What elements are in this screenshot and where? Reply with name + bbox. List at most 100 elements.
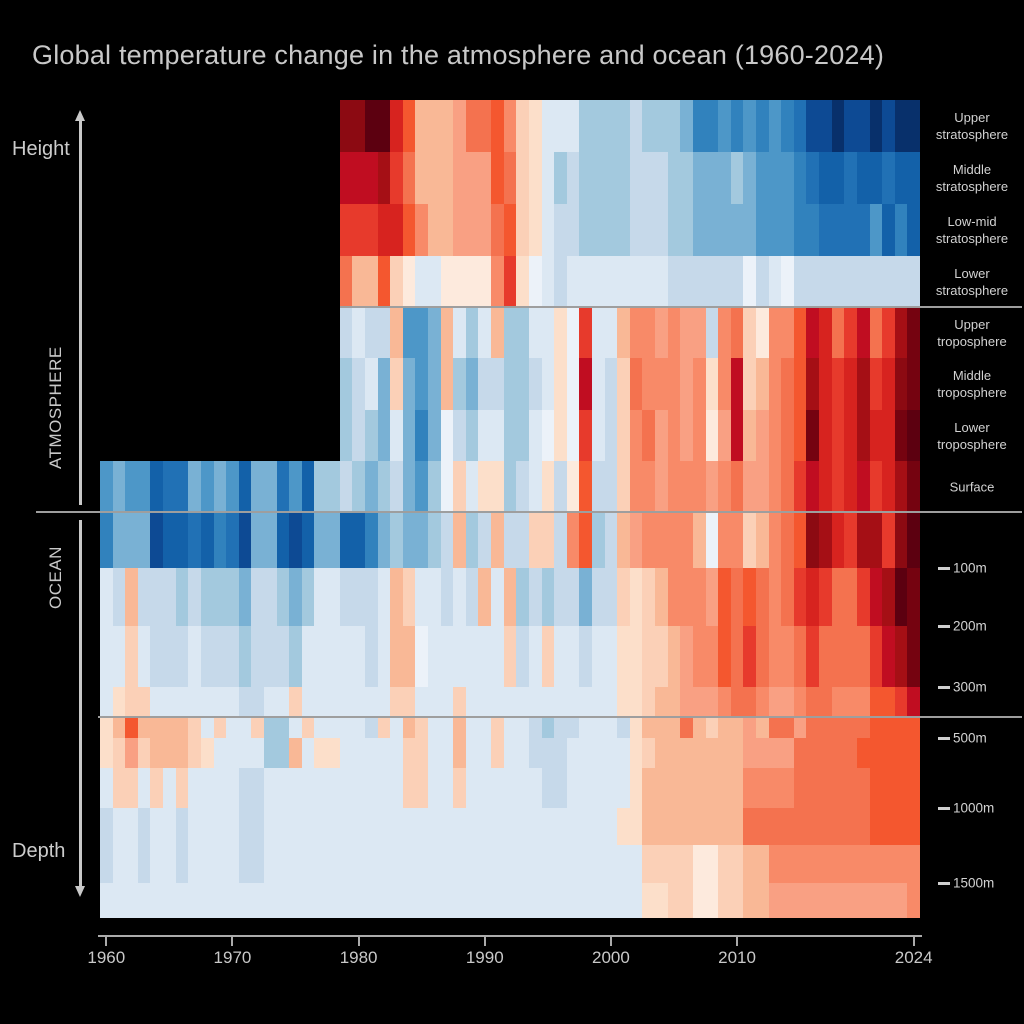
- heatmap-cell: [642, 100, 655, 152]
- heatmap-cell: [201, 808, 214, 845]
- heatmap-cell: [832, 410, 844, 461]
- heatmap-cell: [529, 717, 542, 738]
- heatmap-cell: [251, 808, 264, 845]
- heatmap-cell: [781, 883, 794, 918]
- heatmap-cell: [642, 687, 655, 717]
- heatmap-cell: [706, 461, 718, 512]
- heatmap-cell: [214, 883, 226, 918]
- heatmap-cell: [870, 410, 882, 461]
- heatmap-cell: [516, 687, 529, 717]
- heatmap-cell: [390, 568, 403, 626]
- heatmap-cell: [844, 256, 857, 307]
- heatmap-cell: [453, 410, 466, 461]
- heatmap-cell: [579, 568, 592, 626]
- heatmap-cell: [113, 512, 125, 568]
- heatmap-cell: [630, 738, 642, 768]
- heatmap-cell: [453, 358, 466, 410]
- heatmap-cell: [706, 738, 718, 768]
- heatmap-cell: [138, 738, 150, 768]
- heatmap-cell: [138, 845, 150, 883]
- heatmap-cell: [756, 883, 769, 918]
- heatmap-cell: [857, 717, 870, 738]
- heatmap-cell: [907, 256, 920, 307]
- heatmap-cell: [302, 768, 314, 808]
- heatmap-cell: [794, 687, 806, 717]
- heatmap-cell: [529, 626, 542, 687]
- heatmap-cell: [870, 568, 882, 626]
- heatmap-cell: [579, 410, 592, 461]
- heatmap-cell: [706, 808, 718, 845]
- heatmap-cell: [125, 568, 138, 626]
- heatmap-cell: [680, 883, 693, 918]
- heatmap-cell: [150, 808, 163, 845]
- heatmap-cell: [403, 410, 415, 461]
- heatmap-cell: [390, 845, 403, 883]
- heatmap-cell: [554, 808, 567, 845]
- heatmap-cell: [390, 808, 403, 845]
- heatmap-cell: [769, 512, 781, 568]
- heatmap-cell: [163, 626, 176, 687]
- heatmap-cell: [201, 461, 214, 512]
- heatmap-cell: [529, 410, 542, 461]
- heatmap-cell: [251, 626, 264, 687]
- heatmap-cell: [895, 687, 907, 717]
- heatmap-cell: [428, 768, 441, 808]
- heatmap-cell: [617, 626, 630, 687]
- heatmap-cell: [718, 717, 731, 738]
- heatmap-cell: [567, 410, 579, 461]
- divider-line: [36, 511, 1022, 513]
- heatmap-cell: [365, 512, 378, 568]
- heatmap-cell: [857, 687, 870, 717]
- heatmap-cell: [718, 410, 731, 461]
- heatmap-cell: [870, 358, 882, 410]
- heatmap-cell: [100, 626, 113, 687]
- heatmap-cell: [352, 100, 365, 152]
- heatmap-cell: [870, 626, 882, 687]
- heatmap-cell: [579, 845, 592, 883]
- heatmap-cell: [844, 845, 857, 883]
- heatmap-cell: [340, 307, 352, 358]
- heatmap-cell: [907, 204, 920, 256]
- heatmap-cell: [680, 100, 693, 152]
- heatmap-cell: [352, 883, 365, 918]
- heatmap-cell: [125, 461, 138, 512]
- heatmap-cell: [554, 687, 567, 717]
- heatmap-cell: [844, 512, 857, 568]
- heatmap-cell: [365, 717, 378, 738]
- heatmap-cell: [605, 808, 617, 845]
- heatmap-cell: [542, 626, 554, 687]
- heatmap-cell: [819, 358, 832, 410]
- heatmap-cell: [907, 100, 920, 152]
- heatmap-cell: [756, 410, 769, 461]
- heatmap-cell: [441, 626, 453, 687]
- heatmap-cell: [352, 717, 365, 738]
- heatmap-cell: [352, 768, 365, 808]
- heatmap-cell: [605, 717, 617, 738]
- x-tick-label: 1970: [213, 948, 252, 967]
- heatmap-cell: [718, 845, 731, 883]
- heatmap-cell: [100, 883, 113, 918]
- heatmap-cell: [226, 845, 239, 883]
- heatmap-cell: [214, 845, 226, 883]
- heatmap-cell: [491, 152, 504, 204]
- heatmap-cell: [832, 152, 844, 204]
- heatmap-cell: [478, 410, 491, 461]
- heatmap-cell: [806, 256, 819, 307]
- heatmap-cell: [882, 512, 895, 568]
- heatmap-cell: [592, 808, 605, 845]
- heatmap-cell: [794, 204, 806, 256]
- heatmap-cell: [857, 461, 870, 512]
- heatmap-cell: [176, 738, 188, 768]
- heatmap-cell: [731, 358, 743, 410]
- heatmap-cell: [605, 568, 617, 626]
- heatmap-cell: [491, 256, 504, 307]
- heatmap-cell: [289, 687, 302, 717]
- heatmap-cell: [163, 768, 176, 808]
- heatmap-cell: [844, 687, 857, 717]
- heatmap-cell: [201, 568, 214, 626]
- heatmap-cell: [340, 738, 352, 768]
- heatmap-cell: [365, 204, 378, 256]
- heatmap-cell: [844, 808, 857, 845]
- heatmap-cell: [819, 738, 832, 768]
- heatmap-cell: [478, 568, 491, 626]
